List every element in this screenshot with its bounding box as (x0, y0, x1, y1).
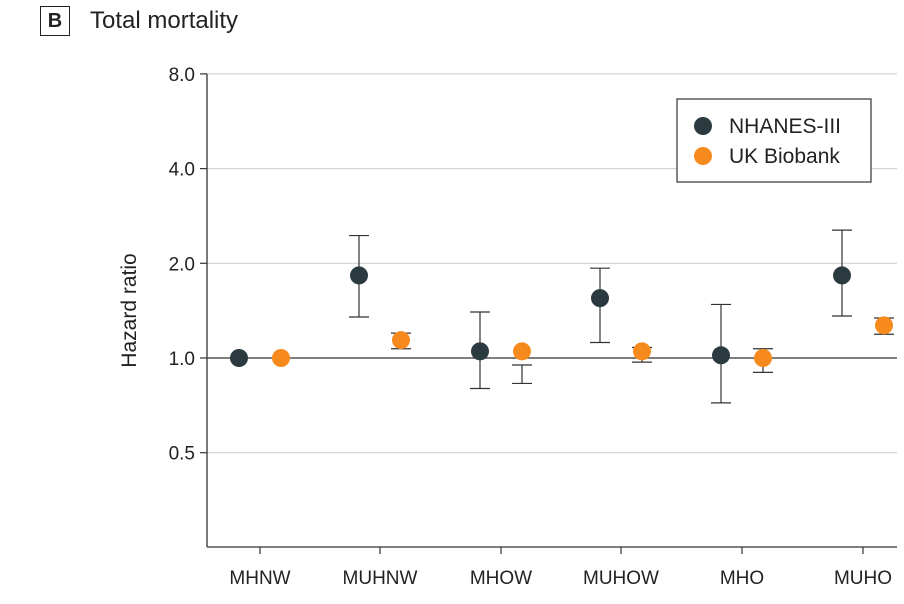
x-tick-label: MHNW (229, 568, 290, 589)
x-tick-label: MUHOW (583, 568, 659, 589)
x-tick-label: MHOW (470, 568, 532, 589)
legend-label-nhanes: NHANES-III (729, 115, 841, 138)
data-point (230, 349, 248, 367)
marks-layer (230, 229, 894, 404)
data-point (471, 342, 489, 361)
data-point (591, 289, 609, 308)
legend-marker-nhanes (694, 117, 712, 135)
axes-layer: 0.5 1.0 2.0 4.0 8.0 MHNW MUHNW MHOW MUHOW MHO MUHO… (118, 65, 897, 589)
y-tick-label: 1.0 (169, 349, 195, 370)
x-tick-label: MUHO (834, 568, 892, 589)
x-tick-label: MUHNW (343, 568, 418, 589)
y-axis-title: Hazard ratio (118, 253, 141, 367)
y-tick-label: 4.0 (169, 160, 195, 181)
y-tick-label: 2.0 (169, 254, 195, 275)
data-point (833, 266, 851, 285)
data-point (272, 349, 290, 367)
legend-box (676, 98, 872, 183)
chart-title: Total mortality (90, 7, 239, 34)
data-point (712, 346, 730, 365)
legend: NHANES-III UK Biobank (676, 98, 872, 183)
data-point (392, 331, 410, 350)
legend-marker-ukb (694, 147, 712, 165)
data-point (875, 316, 893, 335)
data-point (633, 342, 651, 361)
data-point (754, 349, 772, 367)
panel-label: B (40, 6, 70, 36)
y-tick-label: 0.5 (169, 444, 195, 465)
legend-label-ukb: UK Biobank (729, 145, 840, 168)
y-tick-label: 8.0 (169, 65, 195, 86)
data-point (350, 266, 368, 285)
x-tick-label: MHO (720, 568, 764, 589)
data-point (513, 342, 531, 361)
